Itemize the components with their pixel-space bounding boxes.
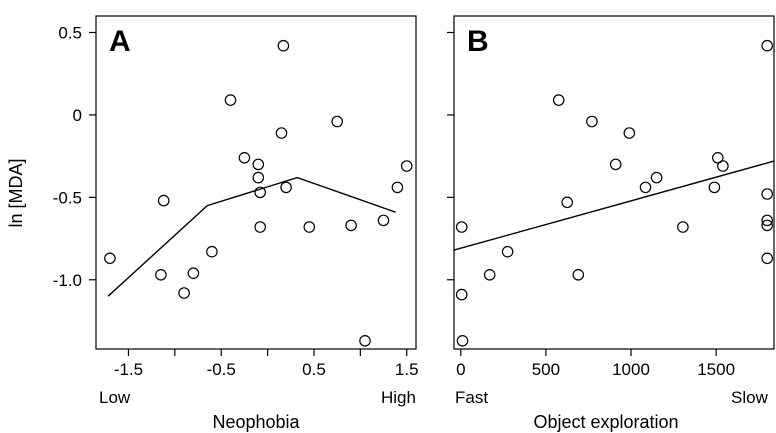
data-point — [187, 267, 200, 279]
data-point — [761, 39, 773, 52]
data-point — [224, 94, 237, 106]
x-tick-label: 1000 — [612, 360, 650, 379]
data-point — [711, 152, 724, 164]
panel-a-fit — [107, 176, 396, 297]
x-tick-label: -0.5 — [207, 360, 236, 379]
data-point — [552, 94, 565, 106]
data-point — [303, 221, 316, 233]
data-point — [280, 181, 292, 194]
data-point — [456, 334, 469, 347]
data-point — [252, 158, 265, 171]
data-point — [275, 127, 288, 139]
data-point — [609, 158, 622, 171]
data-point — [254, 186, 267, 199]
y-tick-label: 0 — [73, 106, 82, 125]
panel-a-y-ticks: 0.5 0 -0.5 -1.0 — [53, 23, 96, 290]
data-point — [345, 219, 357, 232]
data-point — [677, 221, 689, 233]
y-tick-label: -1.0 — [53, 271, 82, 290]
panel-a: A 0.5 0 -0.5 -1.0 -1.5 -0.5 0.5 1.5 Low High N… — [53, 15, 419, 432]
data-point — [639, 181, 652, 194]
x-tick-label: 0 — [456, 360, 465, 379]
data-point — [400, 160, 413, 172]
data-point — [586, 115, 598, 128]
panel-a-x-ticks: -1.5 -0.5 0.5 1.5 — [114, 349, 419, 379]
y-axis-title: ln [MDA] — [6, 158, 26, 227]
fit-line — [453, 160, 775, 251]
panel-a-label: A — [109, 25, 131, 58]
panel-b: B 0 500 1000 1500 Fast Slow Object explorat… — [447, 15, 775, 432]
data-point — [206, 245, 218, 258]
x-tick-label: -1.5 — [114, 360, 143, 379]
data-point — [178, 287, 190, 299]
data-point — [254, 221, 267, 233]
data-point — [238, 152, 251, 164]
data-point — [708, 181, 721, 194]
panel-b-x-ticks: 0 500 1000 1500 — [456, 349, 735, 379]
data-point — [252, 171, 265, 184]
data-point — [623, 127, 636, 139]
panel-b-fast-label: Fast — [455, 388, 488, 407]
data-point — [359, 334, 371, 347]
x-tick-label: 0.5 — [302, 360, 326, 379]
data-point — [501, 245, 514, 258]
y-tick-label: 0.5 — [58, 23, 82, 42]
data-point — [391, 181, 404, 194]
data-point — [155, 268, 167, 281]
data-point — [277, 39, 290, 52]
data-point — [761, 188, 773, 200]
panel-a-frame — [95, 15, 417, 350]
panel-a-x-axis-title: Neophobia — [212, 412, 300, 432]
x-tick-label: 1.5 — [395, 360, 419, 379]
data-point — [455, 288, 468, 301]
panel-b-slow-label: Slow — [731, 388, 769, 407]
panel-a-points — [104, 39, 413, 347]
x-tick-label: 1500 — [697, 360, 735, 379]
panel-b-label: B — [467, 25, 489, 58]
data-point — [761, 214, 773, 227]
data-point — [572, 268, 585, 281]
data-point — [104, 252, 116, 265]
x-tick-label: 500 — [532, 360, 560, 379]
panel-b-x-axis-title: Object exploration — [533, 412, 678, 432]
data-point — [717, 160, 729, 172]
data-point — [455, 221, 468, 233]
data-point — [157, 194, 170, 207]
data-point — [331, 115, 343, 128]
panel-b-frame — [453, 15, 775, 350]
panel-a-high-label: High — [381, 388, 416, 407]
data-point — [483, 268, 496, 281]
data-point — [761, 219, 773, 232]
data-point — [650, 171, 663, 184]
panel-b-fit — [453, 160, 775, 251]
data-point — [761, 252, 773, 265]
panel-b-y-ticks — [447, 31, 454, 281]
data-point — [377, 214, 390, 227]
panel-a-low-label: Low — [99, 388, 131, 407]
y-tick-label: -0.5 — [53, 188, 82, 207]
panel-b-points — [455, 39, 773, 347]
data-point — [561, 196, 573, 209]
fit-line — [107, 176, 396, 297]
